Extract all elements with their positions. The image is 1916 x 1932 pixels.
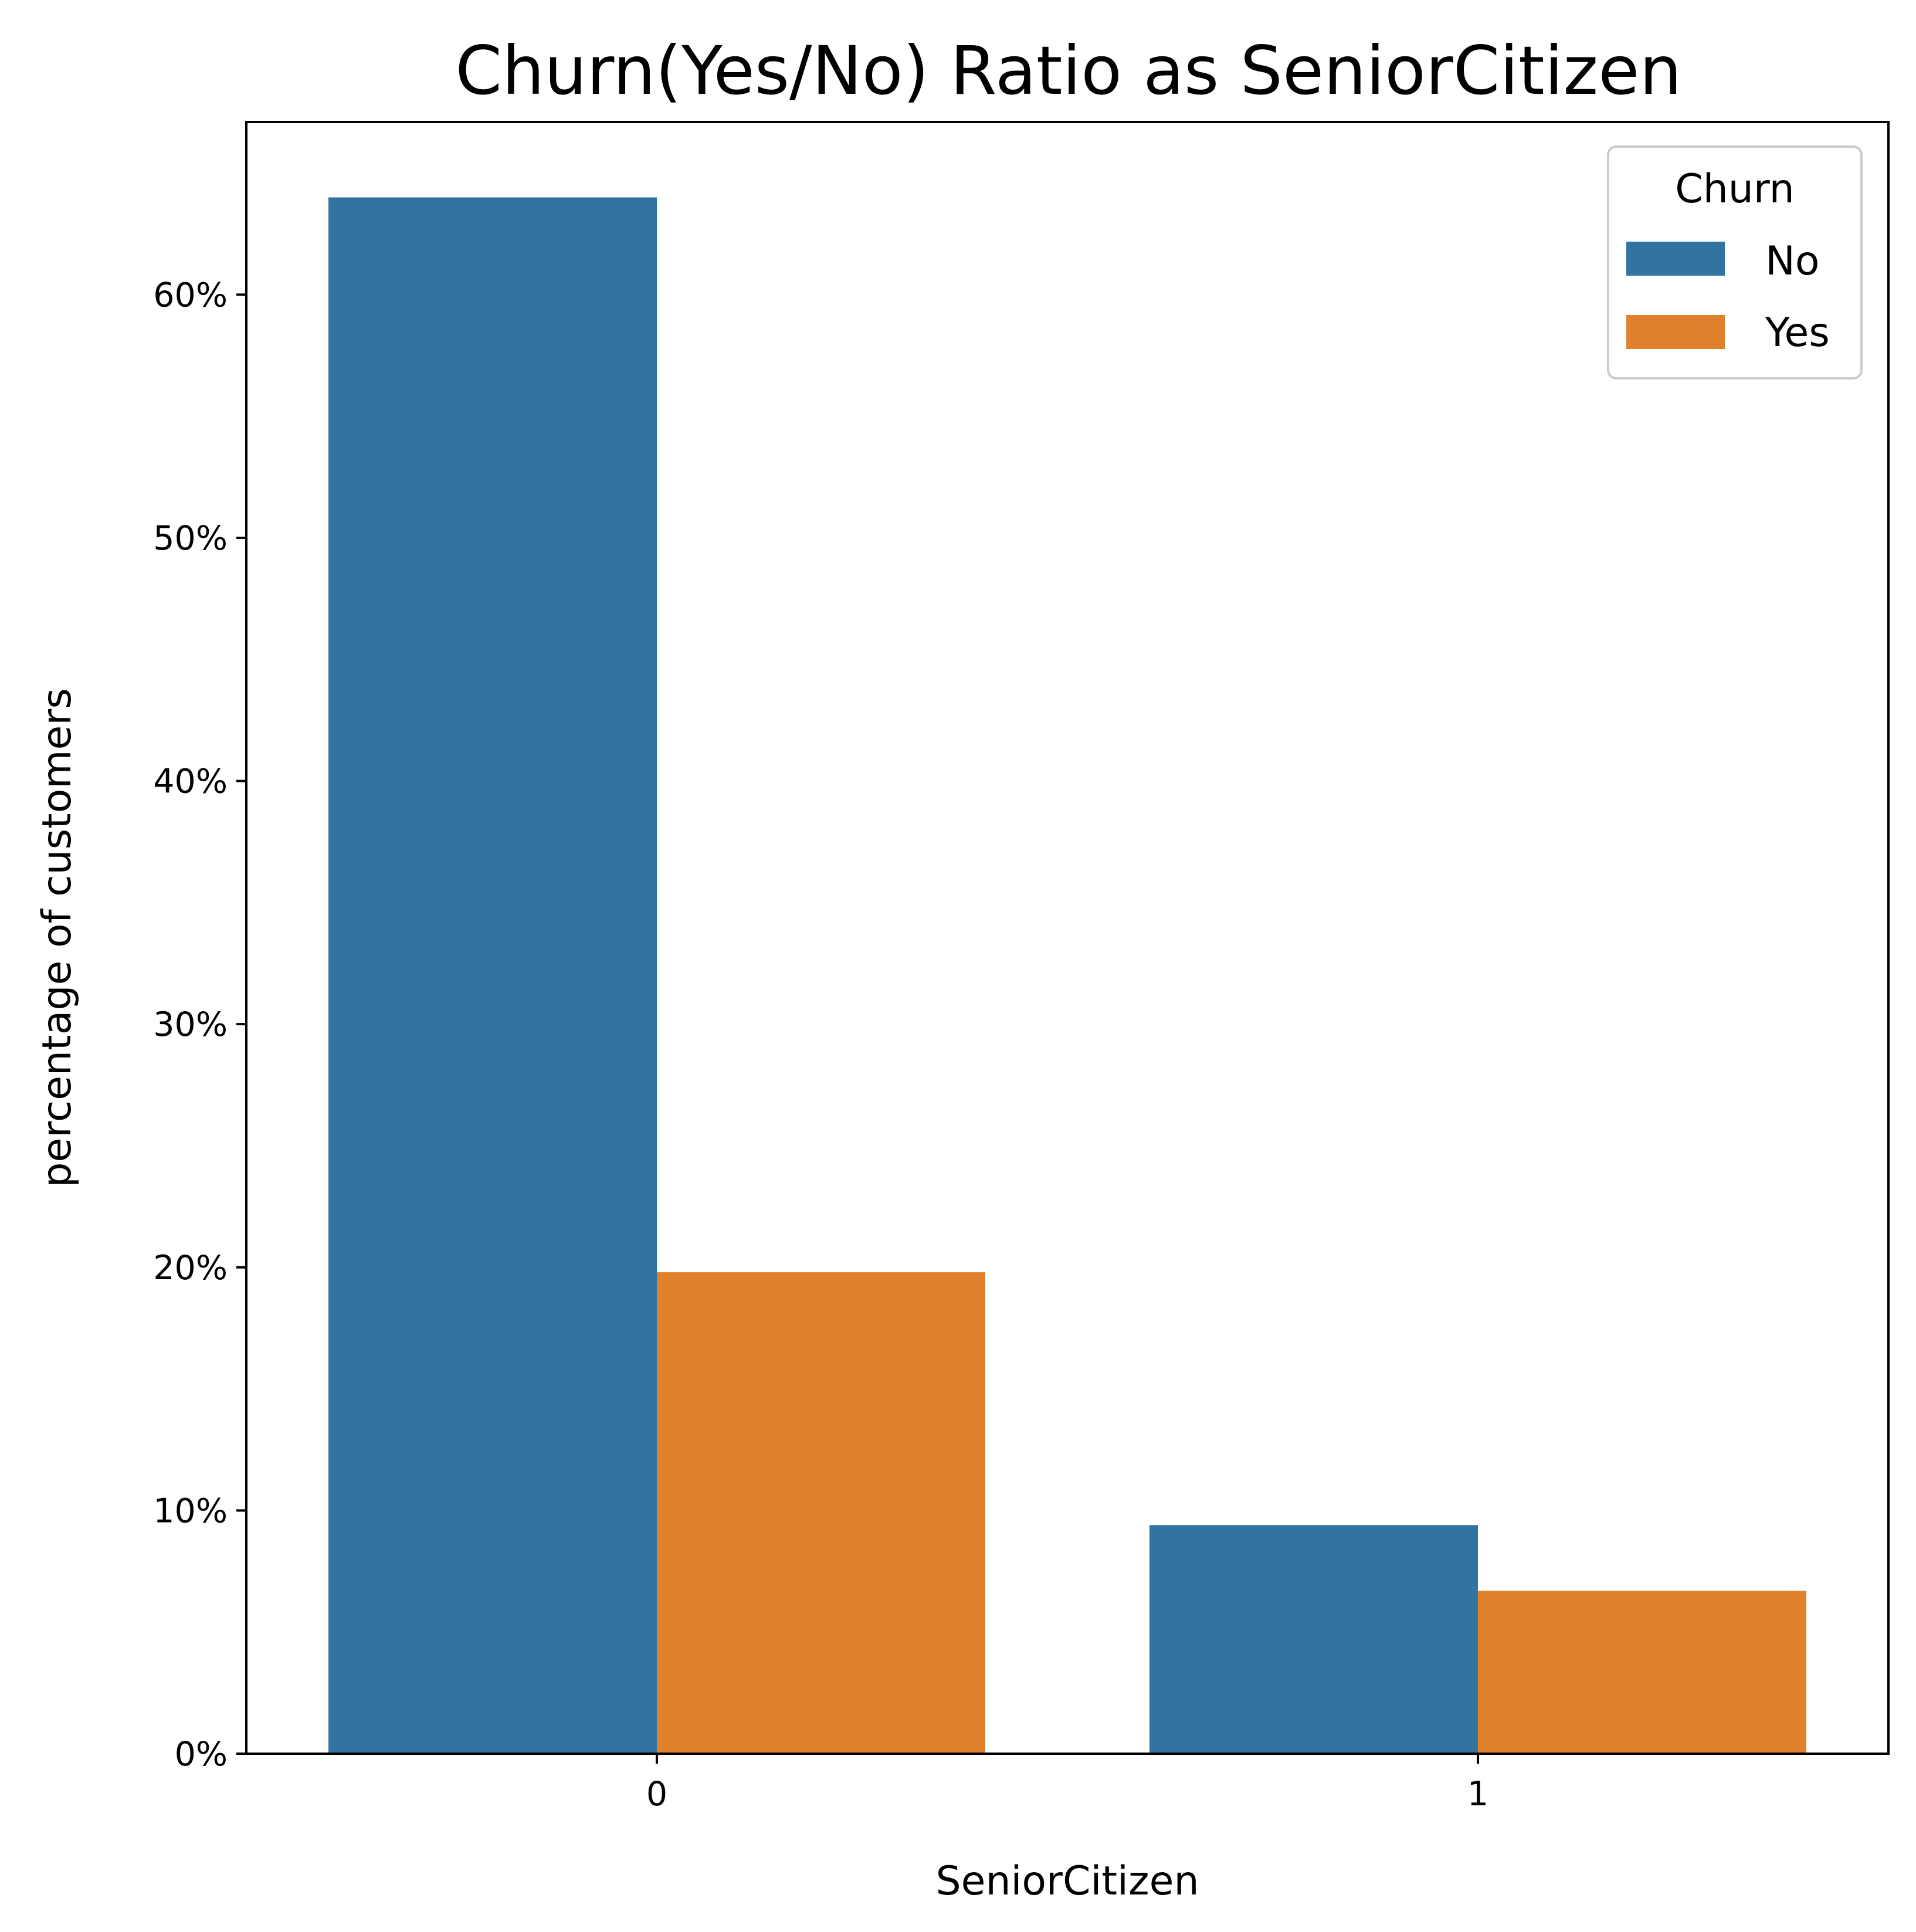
y-axis: 0% 10% 20% 30% 40% 50% 60% [153,276,246,1774]
legend: Churn No Yes [1607,145,1863,379]
legend-swatch-yes [1626,315,1725,349]
chart-title: Churn(Yes/No) Ratio as SeniorCitizen [455,32,1681,110]
x-tick-label: 0 [646,1775,667,1814]
legend-label-no: No [1765,238,1819,284]
legend-title: Churn [1675,166,1795,212]
y-tick-label: 40% [153,762,228,801]
plot-frame [245,121,1890,1755]
bar-no-0 [328,197,657,1754]
y-tick-label: 0% [175,1735,228,1774]
y-tick-label: 30% [153,1005,228,1044]
y-tick-label: 60% [153,276,228,314]
y-tick-label: 20% [153,1249,228,1287]
bars-layer [328,197,1806,1754]
legend-label-yes: Yes [1765,310,1830,356]
y-axis-label: percentage of customers [34,688,80,1188]
x-axis-label: SeniorCitizen [935,1858,1199,1904]
bar-yes-0 [657,1272,985,1754]
bar-yes-1 [1478,1591,1806,1754]
legend-swatch-no [1626,242,1725,276]
y-tick-label: 50% [153,519,228,558]
x-tick-label: 1 [1467,1775,1488,1814]
y-tick-label: 10% [153,1492,228,1530]
bar-no-1 [1149,1525,1478,1754]
